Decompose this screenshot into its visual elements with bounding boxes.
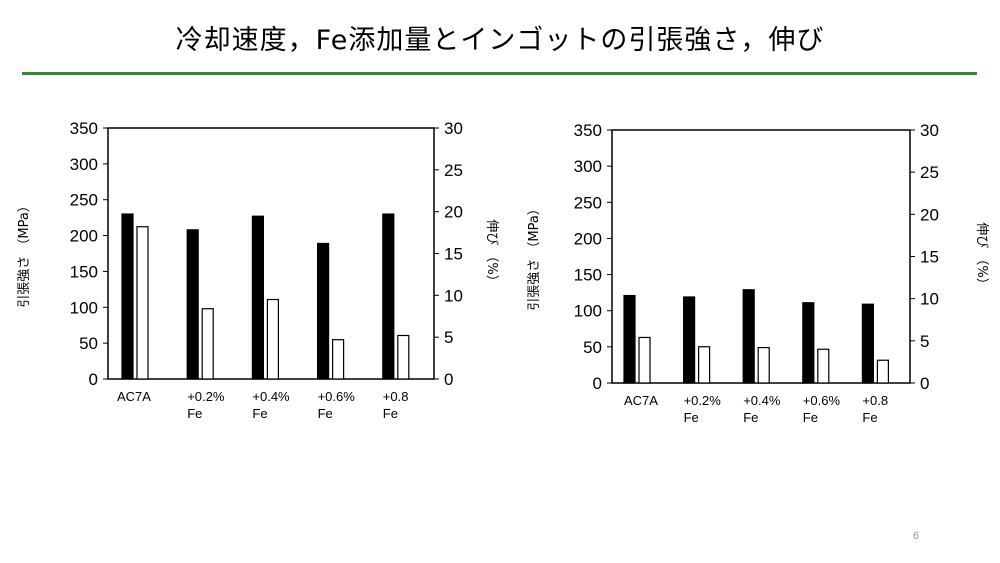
y-tick-label: 250 [70,191,98,210]
category-label: Fe [803,410,818,425]
y2-axis-title: 伸び （%） [484,219,499,288]
y2-tick-label: 5 [444,328,453,347]
y2-tick-label: 15 [444,245,463,264]
y-tick-label: 50 [583,338,602,357]
bar-elongation [332,339,345,380]
y2-tick-label: 15 [920,248,939,267]
title-divider [22,72,977,75]
bar-tensile-strength [251,215,264,380]
y-tick-label: 0 [89,370,98,389]
category-label: Fe [684,410,699,425]
bar-tensile-strength [683,296,696,384]
chart-right: 0 50 100 150 200 250 300 350 0 5 10 15 20 25 30 引張強さ （M… [527,121,989,425]
y-tick-label: 0 [593,374,602,393]
chart-left: 0 50 100 150 200 250 300 350 0 5 10 15 20 25 30 引張強さ （M… [17,119,499,421]
category-label: +0.6% [318,389,356,404]
bar-elongation [757,346,770,384]
y-tick-label: 150 [574,266,602,285]
bar-elongation [201,308,214,380]
y-tick-label: 100 [70,298,98,317]
category-label: +0.4% [743,393,781,408]
bar-tensile-strength [121,213,134,380]
category-label: AC7A [624,393,658,408]
category-label: Fe [743,410,758,425]
bar-tensile-strength [802,302,815,384]
y2-tick-label: 30 [920,121,939,140]
y2-tick-label: 10 [444,286,463,305]
category-label: Fe [318,406,333,421]
category-label: +0.6% [803,393,841,408]
bar-tensile-strength [861,303,874,384]
bar-tensile-strength [742,289,755,384]
bar-elongation [817,348,830,384]
category-label: +0.8 [383,389,409,404]
y-tick-label: 350 [70,119,98,138]
y-tick-label: 200 [70,227,98,246]
y-tick-label: 100 [574,302,602,321]
y-tick-label: 300 [70,155,98,174]
y2-tick-label: 10 [920,290,939,309]
category-label: +0.8 [862,393,888,408]
y-axis-title: 引張強さ （MPa） [527,202,542,311]
bar-elongation [698,346,711,384]
y2-tick-label: 25 [920,163,939,182]
y-tick-label: 350 [574,121,602,140]
category-label: Fe [187,406,202,421]
y2-tick-label: 25 [444,161,463,180]
category-label: AC7A [117,389,151,404]
category-label: Fe [383,406,398,421]
y-axis-title: 引張強さ （MPa） [17,199,32,308]
category-label: Fe [252,406,267,421]
bar-elongation [638,336,651,384]
y2-tick-label: 20 [920,205,939,224]
category-label: +0.4% [252,389,290,404]
category-label: +0.2% [684,393,722,408]
page-number: 6 [913,530,920,542]
bar-elongation [397,334,410,380]
bar-tensile-strength [623,294,636,384]
y-tick-label: 50 [79,334,98,353]
category-label: +0.2% [187,389,225,404]
y2-tick-label: 20 [444,203,463,222]
category-label: Fe [862,410,877,425]
bar-elongation [266,298,279,380]
bar-tensile-strength [382,213,395,380]
bar-tensile-strength [186,229,199,380]
y2-tick-label: 0 [444,370,453,389]
bar-elongation [876,359,889,384]
bar-elongation [136,226,149,380]
y2-tick-label: 0 [920,374,929,393]
y-tick-label: 150 [70,262,98,281]
y-tick-label: 300 [574,157,602,176]
bar-tensile-strength [317,242,330,380]
slide-title: 冷却速度，Fe添加量とインゴットの引張強さ，伸び [175,25,825,56]
y2-tick-label: 30 [444,119,463,138]
y-tick-label: 250 [574,193,602,212]
y2-axis-title: 伸び （%） [974,222,989,291]
y2-tick-label: 5 [920,332,929,351]
y-tick-label: 200 [574,229,602,248]
